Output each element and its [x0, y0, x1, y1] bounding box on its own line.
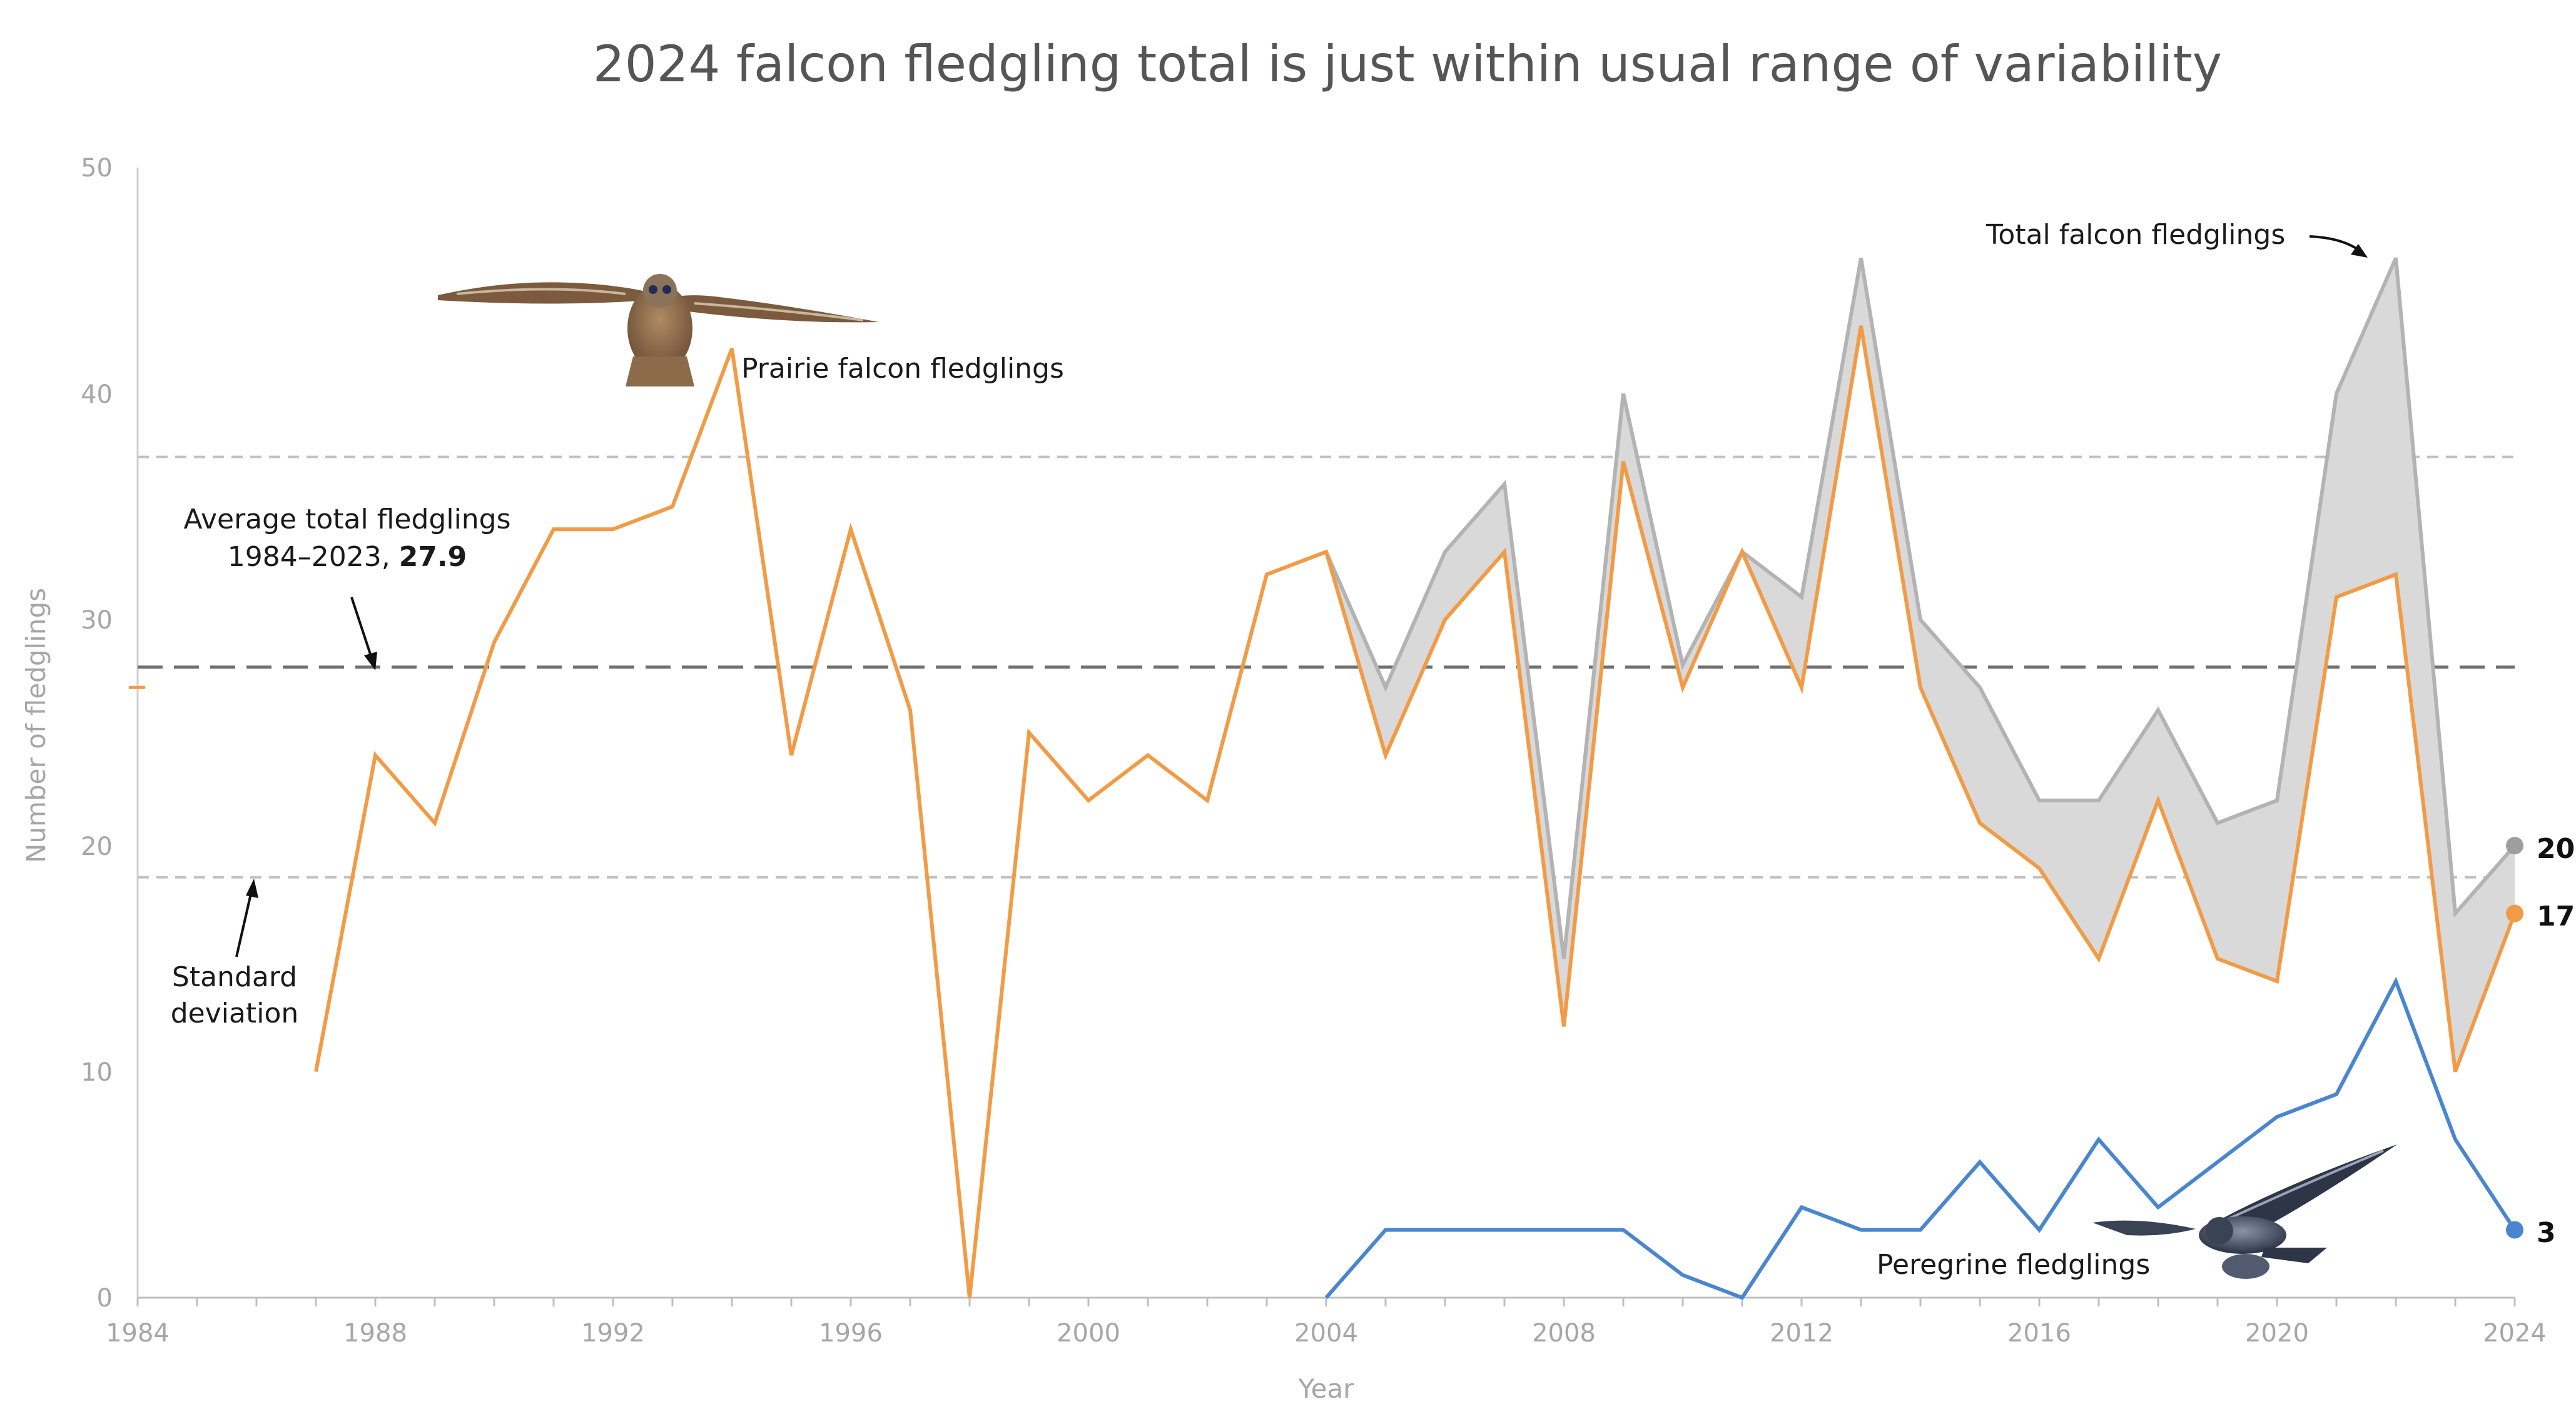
- average-annotation-value: 27.9: [399, 541, 467, 573]
- x-tick-1984: 1984: [106, 1319, 170, 1348]
- average-annotation-line1: Average total fledglings: [183, 503, 510, 535]
- average-annotation-line2: 1984–2023, 27.9: [228, 541, 467, 573]
- peregrine-series-line: [1324, 976, 2517, 1300]
- x-tick-1988: 1988: [343, 1319, 407, 1348]
- x-tick-2016: 2016: [2007, 1319, 2071, 1348]
- y-axis-title: Number of fledglings: [21, 588, 51, 863]
- std-annotation-line2: deviation: [171, 997, 299, 1029]
- x-tick-2004: 2004: [1294, 1319, 1358, 1348]
- x-tick-2008: 2008: [1532, 1319, 1596, 1348]
- y-tick-0: 0: [97, 1284, 113, 1313]
- std-annotation-arrow: [235, 891, 253, 957]
- total-series-label: Total falcon fledglings: [1985, 219, 2285, 251]
- y-tick-30: 30: [81, 606, 113, 635]
- x-axis-minor-ticks: [136, 1298, 2516, 1306]
- x-tick-1992: 1992: [581, 1319, 645, 1348]
- peregrine-series-label: Peregrine fledglings: [1877, 1249, 2150, 1281]
- peregrine-end-point: [2506, 1221, 2523, 1239]
- peregrine-end-label: 3: [2537, 1217, 2556, 1249]
- x-tick-2000: 2000: [1057, 1319, 1120, 1348]
- total-end-label: 20: [2537, 833, 2575, 865]
- peregrine-falcon-image: [2092, 1144, 2397, 1279]
- y-tick-40: 40: [81, 380, 113, 409]
- total-end-point: [2506, 837, 2523, 855]
- prairie-series-label: Prairie falcon fledglings: [741, 353, 1064, 385]
- y-tick-labels: 0 10 20 30 40 50: [81, 154, 113, 1313]
- total-arrow-head: [2351, 244, 2368, 258]
- prairie-falcon-image: [438, 274, 879, 386]
- y-tick-20: 20: [81, 832, 113, 861]
- std-arrow-head: [246, 879, 258, 898]
- total-prairie-gap-area: [1326, 258, 2515, 1072]
- total-label-arrow: [2309, 235, 2358, 250]
- average-annotation-arrow: [350, 597, 373, 660]
- prairie-end-point: [2506, 904, 2523, 922]
- x-tick-labels: 1984 1988 1992 1996 2000 2004 2008 2012 …: [106, 1319, 2547, 1348]
- y-tick-50: 50: [81, 154, 113, 183]
- x-tick-2012: 2012: [1770, 1319, 1833, 1348]
- average-annotation-prefix: 1984–2023,: [228, 541, 399, 573]
- y-tick-10: 10: [81, 1058, 113, 1087]
- x-tick-2020: 2020: [2245, 1319, 2309, 1348]
- prairie-end-label: 17: [2537, 901, 2575, 932]
- average-arrow-head: [364, 652, 377, 670]
- x-axis-title: Year: [1298, 1373, 1355, 1404]
- x-tick-1996: 1996: [819, 1319, 883, 1348]
- prairie-falcon-series-line: [314, 325, 2517, 1298]
- x-tick-2024: 2024: [2483, 1319, 2547, 1348]
- chart-title: 2024 falcon fledgling total is just with…: [593, 35, 2222, 93]
- total-falcon-series-line: [1324, 257, 2517, 959]
- std-annotation-line1: Standard: [172, 961, 297, 993]
